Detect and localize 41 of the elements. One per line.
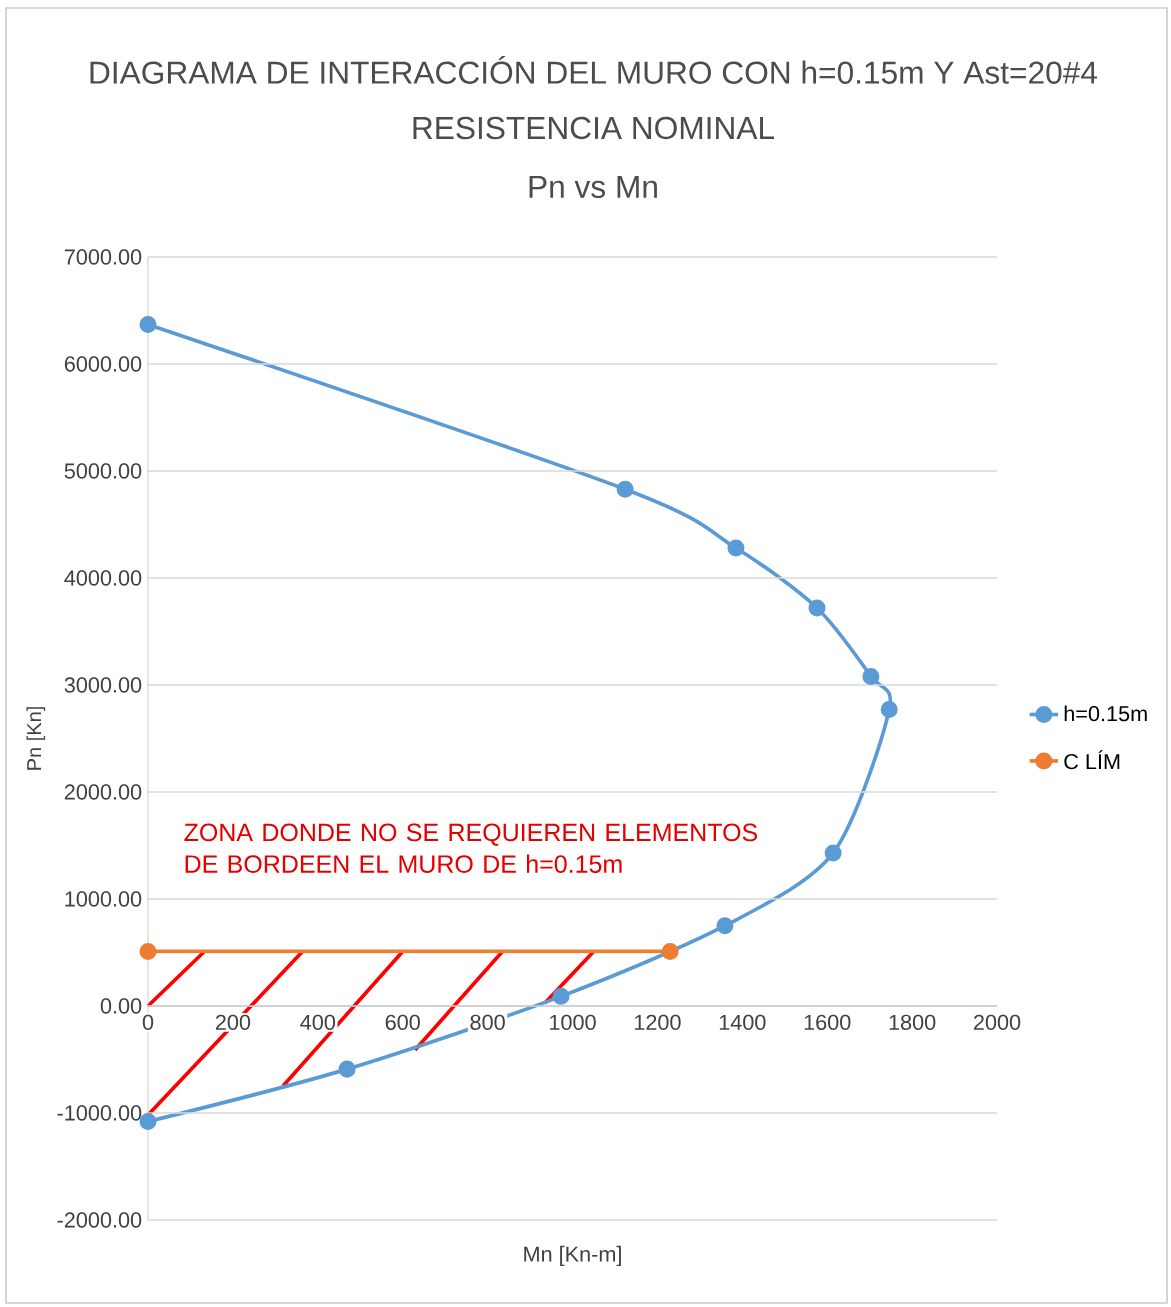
text: Pn vs Mn	[529, 175, 657, 199]
x-tick-label: 2000	[974, 1014, 1021, 1030]
y-tick-label: 3000.00	[64, 677, 142, 693]
point	[862, 667, 880, 685]
point	[616, 480, 634, 498]
y-tick-label: -2000.00	[57, 1212, 142, 1228]
legend-label: h=0.15m	[1064, 705, 1147, 722]
point	[824, 844, 842, 862]
y-tick-label: 2000.00	[64, 784, 142, 800]
y-axis-title: Pn [Kn]	[26, 707, 46, 770]
y-tick-label: 6000.00	[64, 356, 142, 372]
x-tick-label: 1400	[719, 1014, 766, 1030]
point	[661, 942, 679, 960]
point	[139, 942, 157, 960]
y-tick-label: 0.00	[100, 998, 142, 1014]
y-tick-label: 4000.00	[64, 570, 142, 586]
chart-title: DIAGRAMA DE INTERACCIÓN DEL MURO CON h=0.15m Y Ast=20#4	[90, 56, 1098, 84]
chart-subtitle: RESISTENCIA NOMINAL	[413, 116, 775, 140]
point	[338, 1060, 356, 1078]
y-tick-label: -1000.00	[57, 1105, 142, 1121]
annotation: ZONA DONDE NO SE REQUIEREN ELEMENTOS DE BORDEEN EL MURO DE h=0.15m	[184, 823, 758, 873]
x-tick-label: 400	[300, 1014, 336, 1030]
x-tick-label: 200	[215, 1014, 251, 1030]
x-tick-label: 1000	[550, 1014, 596, 1030]
x-tick-label: 600	[385, 1014, 420, 1030]
point	[139, 315, 157, 333]
x-tick-label: 0	[142, 1014, 154, 1030]
y-tick-label: 1000.00	[65, 891, 142, 907]
legend-label: C LÍM	[1064, 750, 1120, 770]
point	[808, 599, 826, 617]
point	[727, 539, 745, 557]
y-tick-label: 5000.00	[64, 463, 142, 479]
x-axis-title: Mn [Kn-m]	[524, 1245, 621, 1267]
point	[716, 917, 734, 935]
point	[880, 701, 898, 719]
x-tick-label: 1800	[889, 1014, 936, 1030]
x-tick-label: 1200	[634, 1014, 681, 1030]
point	[552, 987, 570, 1005]
y-tick-label: 7000.00	[64, 249, 142, 265]
x-tick-label: 1600	[804, 1014, 851, 1030]
x-tick-label: 800	[470, 1014, 505, 1030]
